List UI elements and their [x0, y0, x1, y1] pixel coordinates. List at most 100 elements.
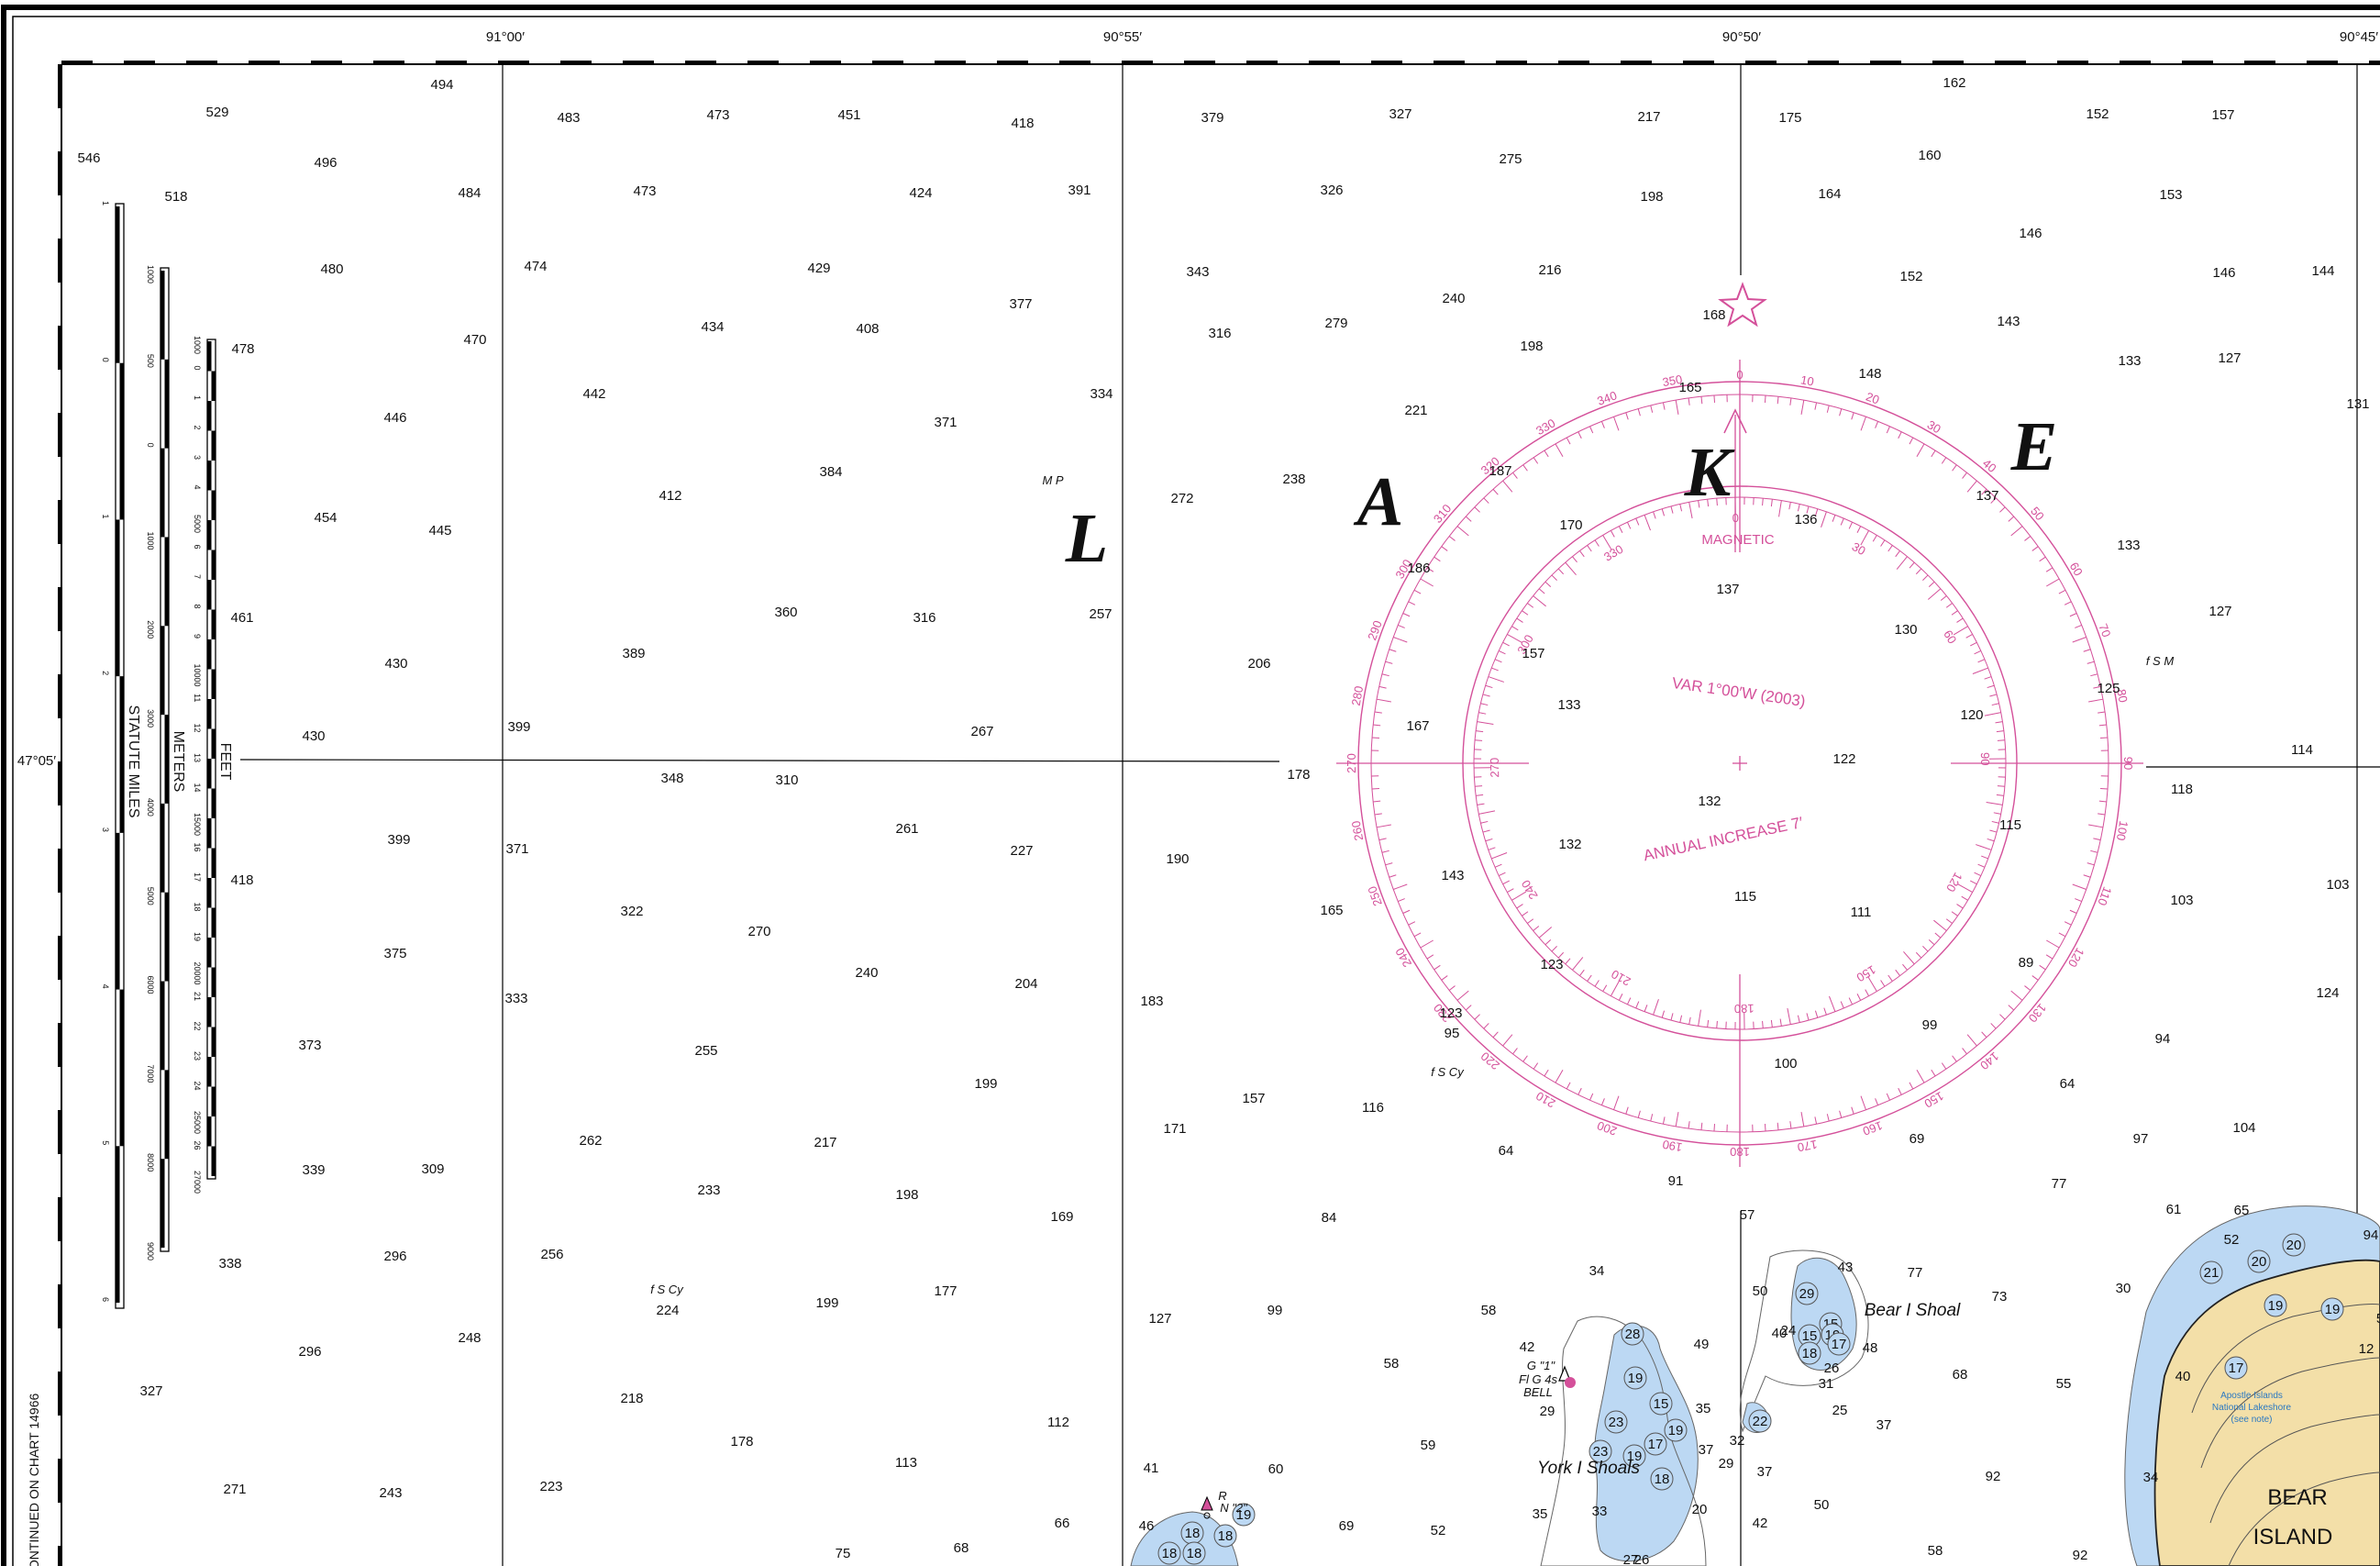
feet-tick: 21	[193, 992, 202, 1001]
circled-sounding: 22	[1753, 1414, 1768, 1429]
sounding: 255	[694, 1043, 717, 1059]
sounding: 124	[2316, 985, 2339, 1001]
sounding: 198	[895, 1187, 918, 1203]
lakeshore-note: (see note)	[2231, 1415, 2272, 1425]
sounding: 343	[1186, 264, 1209, 280]
sounding: 123	[1540, 957, 1563, 972]
circled-sounding: 28	[1625, 1327, 1641, 1342]
lakeshore-note: Apostle Islands	[2220, 1391, 2283, 1401]
circled-sounding: 18	[1802, 1346, 1818, 1361]
statute-mile-tick: 0	[101, 358, 110, 362]
feet-tick: 4	[193, 485, 202, 490]
sounding: 418	[1011, 116, 1034, 131]
feet-tick: 8	[193, 605, 202, 609]
sounding: 261	[895, 821, 918, 837]
graticule	[239, 64, 2380, 1566]
statute-mile-tick: 5	[101, 1140, 110, 1145]
sounding: 125	[2097, 681, 2120, 696]
sounding: 430	[302, 728, 325, 744]
sounding: 34	[2143, 1470, 2159, 1485]
meter-tick: 1000	[146, 265, 155, 283]
feet-tick: 27000	[193, 1171, 202, 1194]
sounding: 69	[1339, 1518, 1355, 1534]
scale-bars: STATUTE MILES METERS FEET 10123456100050…	[101, 201, 233, 1309]
compass-true-bearing: 110	[2095, 885, 2114, 908]
statute-mile-tick: 4	[101, 984, 110, 989]
compass-magnetic-bearing: 90	[1978, 752, 1992, 766]
sounding: 133	[1557, 697, 1580, 713]
circled-sounding: 29	[1799, 1286, 1815, 1302]
compass-true-bearing: 190	[1661, 1138, 1683, 1155]
feet-tick: 11	[193, 694, 202, 702]
compass-true-bearing: 290	[1365, 618, 1385, 642]
sounding: 240	[855, 965, 878, 981]
feet-tick: 6	[193, 545, 202, 550]
sounding: 152	[2086, 106, 2109, 122]
sounding: 248	[458, 1330, 481, 1346]
meter-tick: 9000	[146, 1242, 155, 1261]
sounding: 42	[1520, 1339, 1535, 1355]
sounding: 157	[1242, 1091, 1265, 1106]
circled-sounding: 15	[1802, 1328, 1818, 1344]
feet-tick: 14	[193, 783, 202, 793]
chart-annotations: York I Shoals Bear I Shoal BEAR ISLAND A…	[650, 282, 2332, 1549]
sounding: 111	[1851, 905, 1872, 920]
sounding: 132	[1698, 794, 1721, 809]
sounding: 168	[1702, 307, 1725, 323]
feet-tick: 20000	[193, 962, 202, 985]
sounding: 478	[231, 341, 254, 357]
sounding: 115	[1999, 817, 2021, 833]
feet-tick: 7	[193, 574, 202, 579]
sounding: 529	[205, 105, 228, 120]
sounding: 112	[1047, 1415, 1069, 1430]
circled-sounding: 17	[1648, 1437, 1664, 1452]
sounding: 309	[421, 1161, 444, 1177]
sounding: 114	[2291, 742, 2313, 758]
circled-sounding: 17	[2229, 1361, 2244, 1376]
circled-sounding: 15	[1654, 1396, 1669, 1412]
sounding: 29	[1540, 1404, 1555, 1419]
circled-sounding: 23	[1609, 1415, 1624, 1430]
sounding: 113	[895, 1455, 917, 1471]
feet-tick: 5000	[193, 515, 202, 533]
sounding: 89	[2019, 955, 2034, 971]
sounding: 391	[1068, 183, 1090, 198]
compass-magnetic-bearing: 270	[1488, 758, 1501, 778]
buoy-g1-label: Fl G 4s	[1519, 1372, 1557, 1386]
sounding: 217	[814, 1135, 836, 1150]
circled-sounding: 18	[1185, 1526, 1201, 1541]
feet-tick: 12	[193, 724, 202, 733]
sounding: 32	[1730, 1433, 1745, 1449]
sounding: 175	[1778, 110, 1801, 126]
feet-tick: 24	[193, 1082, 202, 1091]
sounding: 68	[1953, 1367, 1968, 1383]
compass-true-bearing: 80	[2114, 688, 2130, 704]
sounding: 133	[2117, 538, 2140, 553]
sounding: 92	[2073, 1548, 2088, 1563]
sounding: 122	[1832, 751, 1855, 767]
sounding: 272	[1170, 491, 1193, 506]
feet-tick: 25000	[193, 1111, 202, 1134]
compass-true-bearing: 10	[1799, 372, 1815, 388]
meter-tick: 0	[146, 443, 155, 448]
inner-frame	[12, 16, 2380, 1566]
bottom-quality-label: f S Cy	[1431, 1065, 1465, 1079]
sounding: 58	[1928, 1543, 1943, 1559]
compass-magnetic-bearing: 30	[1850, 539, 1868, 558]
sounding: 470	[463, 332, 486, 348]
sounding: 183	[1140, 994, 1163, 1009]
buoy-g1-label: BELL	[1523, 1385, 1553, 1399]
sounding: 61	[2166, 1202, 2182, 1217]
sounding: 60	[1268, 1461, 1284, 1477]
statute-mile-tick: 1	[101, 514, 110, 518]
sounding: 59	[1421, 1438, 1436, 1453]
sounding: 389	[622, 646, 645, 661]
sounding: 103	[2170, 893, 2193, 908]
sounding: 64	[2060, 1076, 2076, 1092]
sounding: 103	[2326, 877, 2349, 893]
sounding: 52	[2224, 1232, 2240, 1248]
meters-label: METERS	[171, 731, 186, 793]
magnetic-label: MAGNETIC	[1701, 532, 1774, 548]
feet-tick: 1000	[193, 336, 202, 354]
